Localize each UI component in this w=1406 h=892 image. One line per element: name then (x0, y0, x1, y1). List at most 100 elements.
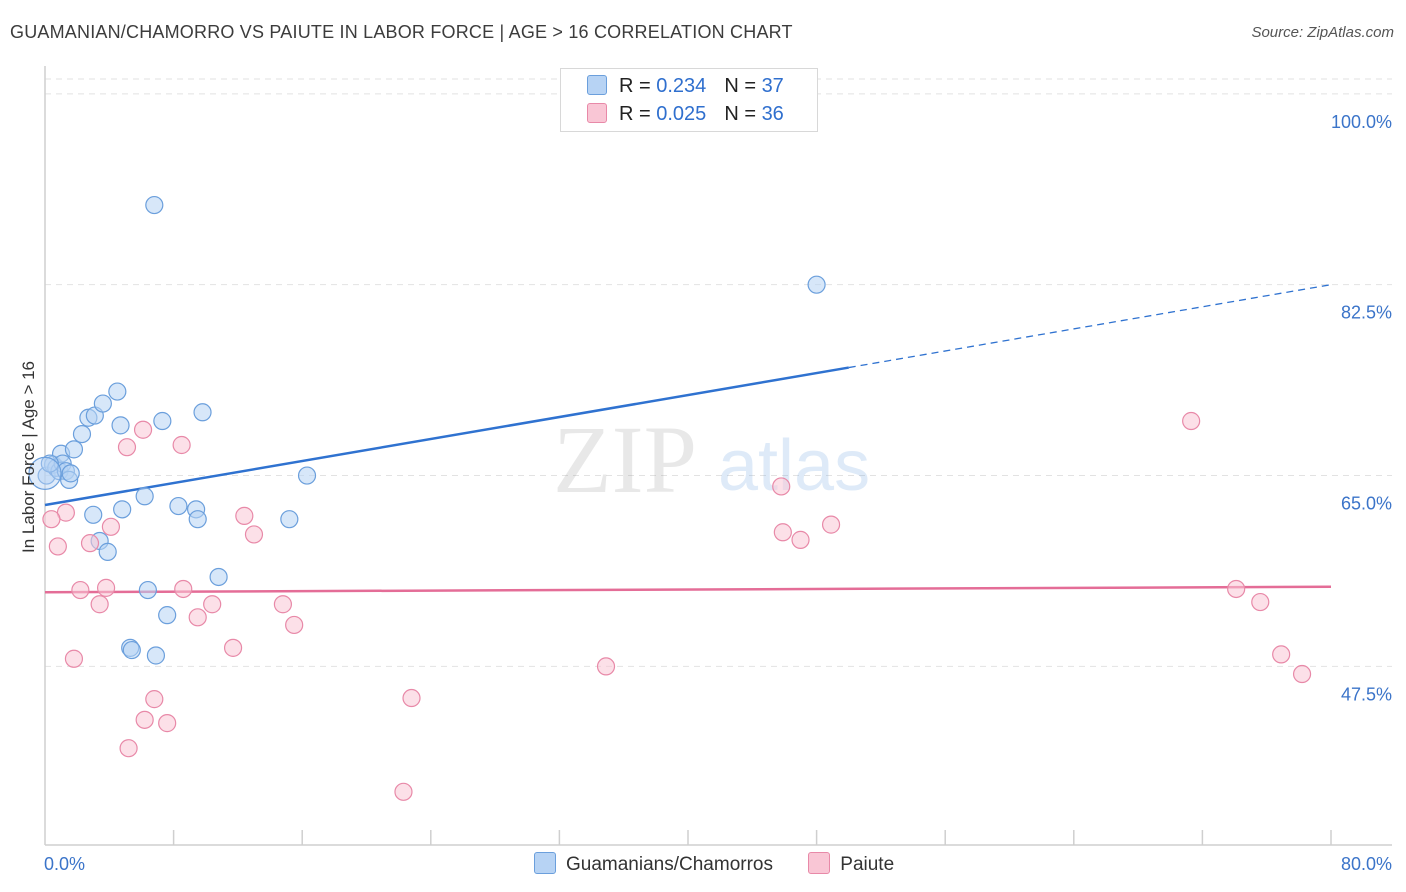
guamanian-point (61, 464, 80, 483)
guamanian-point (169, 496, 188, 516)
legend-n-label: N = (724, 75, 762, 97)
legend-n-value: 37 (761, 75, 784, 97)
legend-row-paiute: R = 0.025 N = 36 (587, 103, 784, 127)
guamanian-point (98, 542, 117, 561)
watermark-zip: ZIP (553, 406, 697, 513)
x-tick-label: 0.0% (44, 854, 85, 874)
guamanian-point (135, 487, 154, 506)
axis-labels: 47.5% 65.0% 82.5% 100.0% 0.0% 80.0% In Labor F… (19, 112, 1392, 874)
watermark: ZIP atlas (553, 406, 870, 513)
paiute-point (1227, 579, 1246, 599)
paiute-point (145, 690, 164, 709)
paiute-point (773, 523, 792, 542)
guamanian-point (93, 394, 112, 413)
x-tick-label: 80.0% (1341, 854, 1392, 874)
axes (44, 66, 1392, 846)
guamanian-point (146, 646, 166, 665)
paiute-point (1292, 664, 1312, 684)
y-tick-label: 82.5% (1341, 303, 1392, 323)
paiute-point (394, 782, 413, 801)
paiute-point (821, 515, 841, 534)
guamanian-point (145, 195, 164, 215)
legend-r-value: 0.234 (656, 75, 707, 97)
data-points (28, 195, 1312, 801)
guamanian-point (138, 580, 157, 600)
legend-r-label: R = (619, 75, 657, 97)
paiute-point (273, 595, 293, 614)
paiute-point (172, 435, 191, 455)
guamanian-point (108, 382, 127, 401)
paiute-point (1272, 645, 1291, 664)
legend-r-value: 0.025 (656, 103, 707, 125)
paiute-point (791, 530, 810, 549)
guamanian-point (64, 440, 84, 459)
guamanian-trend-line (44, 366, 849, 507)
paiute-point (188, 608, 207, 627)
guamanian-point (193, 403, 212, 422)
paiute-point (117, 438, 137, 457)
y-axis-label: In Labor Force | Age > 16 (19, 361, 38, 553)
guamanian-point (153, 411, 172, 431)
guamanian-point (84, 505, 103, 524)
y-tick-label: 47.5% (1341, 684, 1392, 704)
guamanian-point (209, 567, 228, 587)
legend-swatch-blue (587, 75, 607, 95)
series-legend: Guamanians/Chamorros Paiute (534, 852, 924, 876)
guamanian-point (188, 510, 207, 529)
legend-swatch-pink (808, 852, 831, 874)
paiute-point (596, 657, 616, 676)
paiute-point (772, 477, 791, 496)
guamanian-point-cluster (28, 456, 62, 490)
guamanian-point (158, 606, 177, 625)
guamanian-point (297, 466, 317, 485)
paiute-point (133, 420, 153, 439)
paiute-point (64, 649, 84, 668)
paiute-point (244, 525, 264, 544)
paiute-point (174, 579, 193, 599)
paiute-point (1182, 411, 1201, 431)
paiute-point (235, 506, 254, 525)
paiute-point (90, 595, 109, 614)
paiute-point (223, 638, 243, 657)
paiute-point (96, 578, 116, 597)
legend-label: Paiute (840, 854, 895, 875)
paiute-point (48, 537, 67, 556)
legend-swatch-pink (587, 103, 607, 123)
paiute-point (158, 714, 177, 733)
chart-title: GUAMANIAN/CHAMORRO VS PAIUTE IN LABOR FO… (10, 22, 793, 42)
paiute-point (101, 517, 121, 536)
guamanian-point (807, 275, 826, 294)
paiute-trend-line (44, 585, 1332, 594)
guamanian-point (111, 416, 130, 435)
source-label: Source: ZipAtlas.com (1251, 24, 1394, 41)
legend-label: Guamanians/Chamorros (566, 854, 773, 875)
paiute-point (119, 739, 138, 758)
watermark-atlas: atlas (718, 426, 870, 506)
legend-n-value: 36 (761, 103, 784, 125)
paiute-point (80, 534, 100, 553)
legend-swatch-blue (534, 852, 556, 874)
guamanian-trend-extension (848, 284, 1332, 369)
paiute-point (135, 710, 154, 729)
y-tick-label: 65.0% (1341, 494, 1392, 514)
guamanian-point (122, 640, 141, 660)
legend-n-label: N = (724, 103, 762, 125)
legend-item-guamanian: Guamanians/Chamorros (534, 852, 773, 876)
legend-r-label: R = (619, 103, 657, 125)
paiute-point (71, 580, 90, 600)
y-tick-label: 100.0% (1331, 112, 1392, 132)
paiute-point (42, 510, 61, 529)
guamanian-point (72, 424, 92, 444)
stats-legend: R = 0.234 N = 37 R = 0.025 N = 36 (560, 68, 818, 132)
paiute-point (1251, 592, 1270, 612)
legend-row-guamanian: R = 0.234 N = 37 (587, 75, 784, 99)
legend-item-paiute: Paiute (808, 852, 894, 876)
paiute-point (203, 595, 222, 614)
trend-lines (44, 284, 1332, 594)
grid-lines (45, 78, 1392, 667)
paiute-point (285, 615, 304, 635)
paiute-point (402, 688, 421, 708)
guamanian-point (113, 500, 132, 519)
guamanian-point (280, 510, 299, 529)
